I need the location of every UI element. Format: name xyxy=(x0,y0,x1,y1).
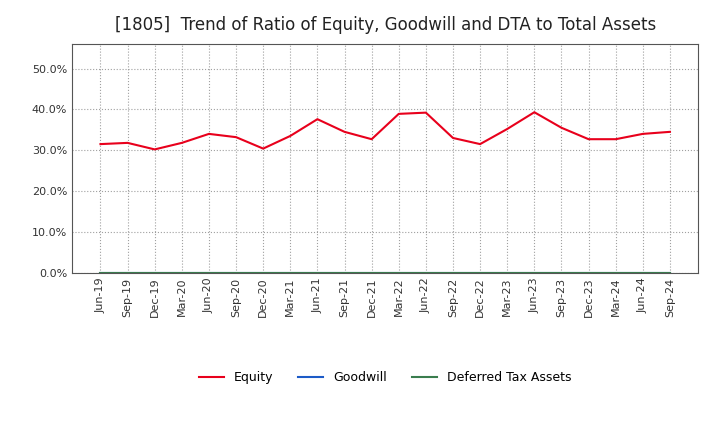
Goodwill xyxy=(367,270,376,275)
Equity xyxy=(557,125,566,130)
Equity xyxy=(232,135,240,140)
Equity xyxy=(395,111,403,117)
Goodwill xyxy=(123,270,132,275)
Equity xyxy=(204,131,213,136)
Equity xyxy=(639,131,647,136)
Equity xyxy=(123,140,132,146)
Deferred Tax Assets xyxy=(150,270,159,275)
Deferred Tax Assets xyxy=(232,270,240,275)
Goodwill xyxy=(259,270,268,275)
Goodwill xyxy=(204,270,213,275)
Equity xyxy=(449,136,457,141)
Equity xyxy=(286,133,294,139)
Equity xyxy=(611,136,620,142)
Deferred Tax Assets xyxy=(639,270,647,275)
Goodwill xyxy=(503,270,511,275)
Line: Equity: Equity xyxy=(101,112,670,150)
Equity xyxy=(530,110,539,115)
Goodwill xyxy=(178,270,186,275)
Deferred Tax Assets xyxy=(123,270,132,275)
Goodwill xyxy=(286,270,294,275)
Goodwill xyxy=(150,270,159,275)
Goodwill xyxy=(232,270,240,275)
Title: [1805]  Trend of Ratio of Equity, Goodwill and DTA to Total Assets: [1805] Trend of Ratio of Equity, Goodwil… xyxy=(114,16,656,34)
Legend: Equity, Goodwill, Deferred Tax Assets: Equity, Goodwill, Deferred Tax Assets xyxy=(194,366,577,389)
Goodwill xyxy=(530,270,539,275)
Equity xyxy=(476,141,485,147)
Deferred Tax Assets xyxy=(286,270,294,275)
Deferred Tax Assets xyxy=(584,270,593,275)
Goodwill xyxy=(96,270,105,275)
Deferred Tax Assets xyxy=(503,270,511,275)
Goodwill xyxy=(313,270,322,275)
Goodwill xyxy=(639,270,647,275)
Goodwill xyxy=(395,270,403,275)
Deferred Tax Assets xyxy=(259,270,268,275)
Goodwill xyxy=(341,270,349,275)
Deferred Tax Assets xyxy=(367,270,376,275)
Goodwill xyxy=(449,270,457,275)
Deferred Tax Assets xyxy=(341,270,349,275)
Goodwill xyxy=(557,270,566,275)
Deferred Tax Assets xyxy=(449,270,457,275)
Goodwill xyxy=(665,270,674,275)
Equity xyxy=(313,117,322,122)
Equity xyxy=(150,147,159,152)
Deferred Tax Assets xyxy=(611,270,620,275)
Equity xyxy=(503,126,511,132)
Deferred Tax Assets xyxy=(313,270,322,275)
Deferred Tax Assets xyxy=(421,270,430,275)
Equity xyxy=(421,110,430,115)
Equity xyxy=(584,136,593,142)
Goodwill xyxy=(476,270,485,275)
Goodwill xyxy=(421,270,430,275)
Deferred Tax Assets xyxy=(476,270,485,275)
Deferred Tax Assets xyxy=(557,270,566,275)
Goodwill xyxy=(611,270,620,275)
Deferred Tax Assets xyxy=(665,270,674,275)
Deferred Tax Assets xyxy=(395,270,403,275)
Deferred Tax Assets xyxy=(530,270,539,275)
Equity xyxy=(341,129,349,135)
Equity xyxy=(178,140,186,146)
Equity xyxy=(367,136,376,142)
Equity xyxy=(96,141,105,147)
Deferred Tax Assets xyxy=(204,270,213,275)
Equity xyxy=(259,146,268,151)
Deferred Tax Assets xyxy=(96,270,105,275)
Goodwill xyxy=(584,270,593,275)
Deferred Tax Assets xyxy=(178,270,186,275)
Equity xyxy=(665,129,674,135)
